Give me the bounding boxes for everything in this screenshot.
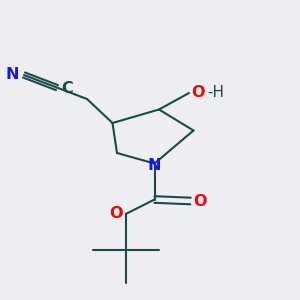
Text: N: N: [148, 158, 161, 172]
Text: -H: -H: [208, 85, 225, 100]
Text: N: N: [6, 67, 20, 82]
Text: C: C: [61, 81, 73, 96]
Text: O: O: [191, 85, 205, 100]
Text: O: O: [194, 194, 207, 208]
Text: O: O: [109, 206, 122, 221]
